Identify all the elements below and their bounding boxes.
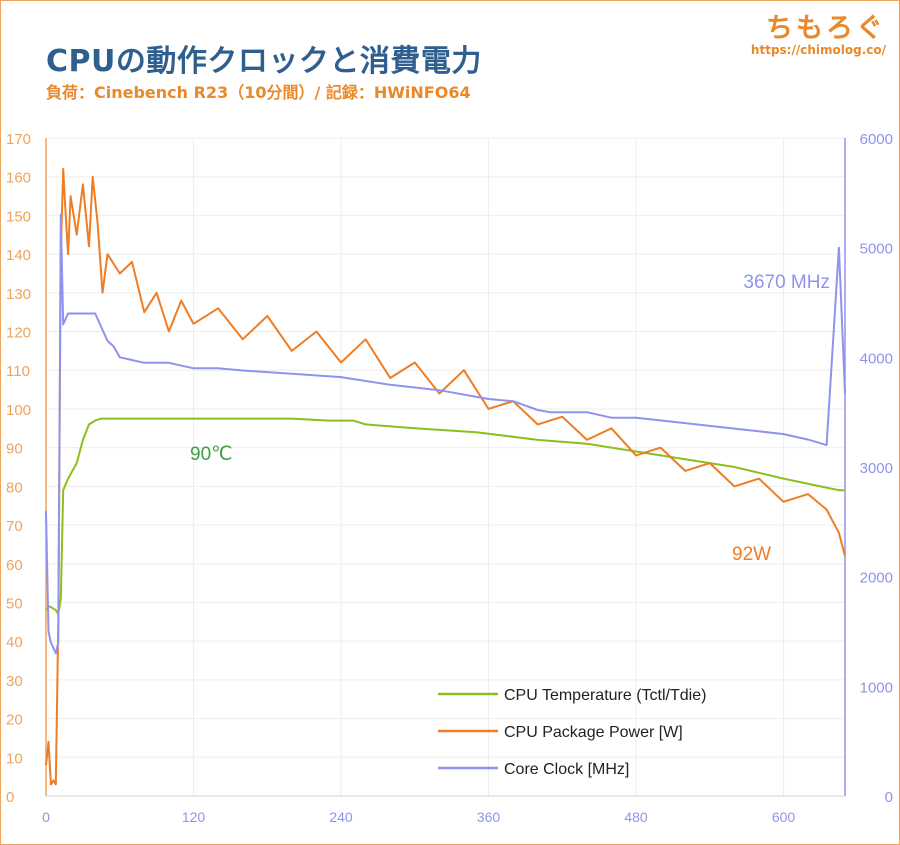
y-left-tick-label: 80	[6, 479, 23, 496]
y-left-tick-label: 20	[6, 712, 23, 729]
y-left-tick-label: 30	[6, 673, 23, 690]
y-right-tick-label: 2000	[860, 570, 893, 587]
x-tick-label: 240	[329, 809, 353, 825]
legend-label: Core Clock [MHz]	[504, 761, 629, 778]
y-left-tick-label: 110	[6, 363, 30, 380]
y-left-tick-label: 50	[6, 595, 23, 612]
y-left-tick-label: 100	[6, 402, 31, 419]
y-left-tick-label: 70	[6, 518, 23, 535]
legend: CPU Temperature (Tctl/Tdie) CPU Package P…	[438, 687, 706, 778]
legend-label: CPU Temperature (Tctl/Tdie)	[504, 687, 706, 704]
series-lines	[45, 168, 846, 786]
page-subtitle: 負荷：Cinebench R23（10分間）/ 記録：HWiNFO64	[46, 83, 471, 102]
grid-lines	[45, 137, 845, 797]
y-right-tick-label: 5000	[860, 241, 893, 258]
site-logo: ちもろぐ https://chimolog.co/	[751, 6, 886, 57]
y-right-tick-label: 4000	[860, 350, 893, 367]
y-left-tick-label: 120	[6, 325, 31, 342]
y-left-tick-label: 170	[6, 131, 31, 148]
y-left-tick-label: 0	[6, 789, 14, 806]
annotation-label: 92W	[732, 544, 771, 565]
y-right-tick-label: 6000	[860, 131, 893, 148]
y-left-tick-label: 160	[6, 170, 31, 187]
y-left-tick-label: 130	[6, 286, 31, 303]
y-right-tick-label: 0	[885, 789, 893, 806]
y-left-tick-label: 140	[6, 247, 31, 264]
y-left-tick-label: 10	[6, 750, 23, 767]
logo-url: https://chimolog.co/	[750, 43, 886, 57]
logo-name: ちもろぐ	[766, 13, 886, 44]
y-left-tick-label: 60	[6, 557, 23, 574]
x-tick-label: 480	[624, 809, 648, 825]
page-title: CPUの動作クロックと消費電力	[46, 44, 482, 79]
axes: 0 10 20 30 40 50 60 70 80 90 100 110 120 130 140 150 160…	[6, 131, 893, 825]
x-tick-label: 0	[42, 809, 50, 825]
legend-label: CPU Package Power [W]	[504, 724, 683, 741]
y-right-tick-label: 3000	[860, 460, 893, 477]
annotation-label: 90℃	[190, 444, 232, 465]
power-line	[45, 168, 846, 786]
y-left-tick-label: 90	[6, 441, 23, 458]
annotations: 90℃ 92W 3670 MHz	[190, 272, 830, 565]
clock-line	[45, 213, 846, 655]
x-tick-label: 120	[182, 809, 206, 825]
x-tick-label: 360	[477, 809, 501, 825]
temperature-line	[45, 417, 845, 616]
y-left-tick-label: 40	[6, 634, 23, 651]
y-right-tick-label: 1000	[860, 679, 893, 696]
annotation-label: 3670 MHz	[743, 272, 830, 293]
y-left-tick-label: 150	[6, 208, 31, 225]
x-tick-label: 600	[772, 809, 796, 825]
